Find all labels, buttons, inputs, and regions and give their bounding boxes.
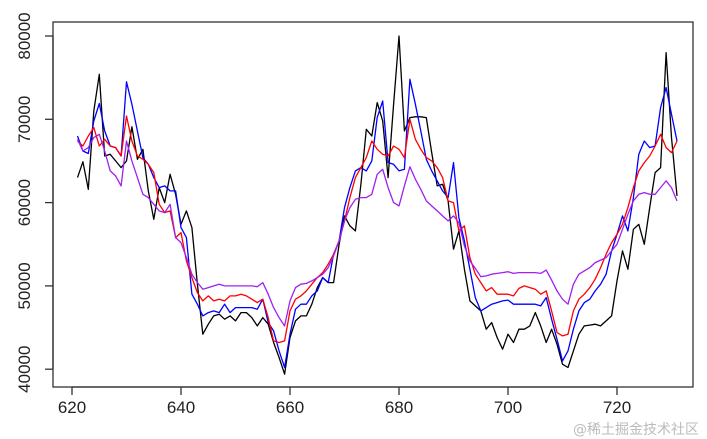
x-tick-label: 680: [385, 398, 413, 417]
x-tick-label: 700: [494, 398, 522, 417]
y-tick-label: 60000: [15, 179, 34, 226]
plot-frame: [52, 21, 694, 388]
x-tick-label: 660: [276, 398, 304, 417]
y-tick-label: 80000: [15, 12, 34, 59]
y-tick-label: 50000: [15, 262, 34, 309]
x-tick-label: 640: [167, 398, 195, 417]
series-line-red: [77, 115, 678, 344]
y-tick-label: 70000: [15, 96, 34, 143]
y-tick-label: 40000: [15, 346, 34, 393]
y-axis: 40000 50000 60000 70000 80000: [15, 12, 54, 393]
watermark: @稀土掘金技术社区: [573, 422, 699, 438]
series-line-purple: [76, 133, 678, 327]
series-lines: [76, 35, 678, 375]
x-axis: 620 640 660 680 700 720: [58, 386, 631, 417]
x-tick-label: 720: [603, 398, 631, 417]
series-line-blue: [76, 78, 678, 369]
series-line-black: [76, 35, 678, 375]
x-tick-label: 620: [58, 398, 86, 417]
